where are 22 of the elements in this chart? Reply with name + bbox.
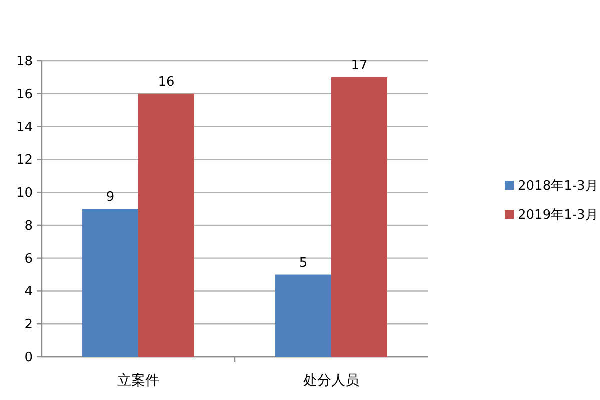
- y-tick-label: 8: [24, 218, 33, 234]
- y-tick-label: 14: [16, 120, 33, 136]
- bar: [276, 274, 332, 357]
- bar: [138, 94, 194, 357]
- y-tick-label: 6: [24, 252, 33, 267]
- y-tick-label: 18: [16, 54, 33, 70]
- y-tick-label: 10: [16, 186, 33, 202]
- bar: [82, 209, 138, 357]
- legend-label: 2018年1-3月: [518, 179, 598, 194]
- data-label: 9: [106, 190, 115, 205]
- y-tick-label: 12: [16, 153, 33, 168]
- y-tick-label: 4: [24, 284, 33, 300]
- x-tick-label: 立案件: [118, 372, 160, 389]
- data-label: 5: [299, 256, 308, 271]
- legend-label: 2019年1-3月: [518, 208, 598, 223]
- y-tick-label: 2: [24, 318, 33, 333]
- y-tick-label: 0: [24, 350, 33, 366]
- x-tick-label: 处分人员: [304, 373, 360, 389]
- bar: [332, 77, 388, 357]
- data-label: 17: [351, 58, 368, 74]
- y-tick-label: 16: [16, 87, 33, 102]
- data-label: 16: [158, 74, 175, 90]
